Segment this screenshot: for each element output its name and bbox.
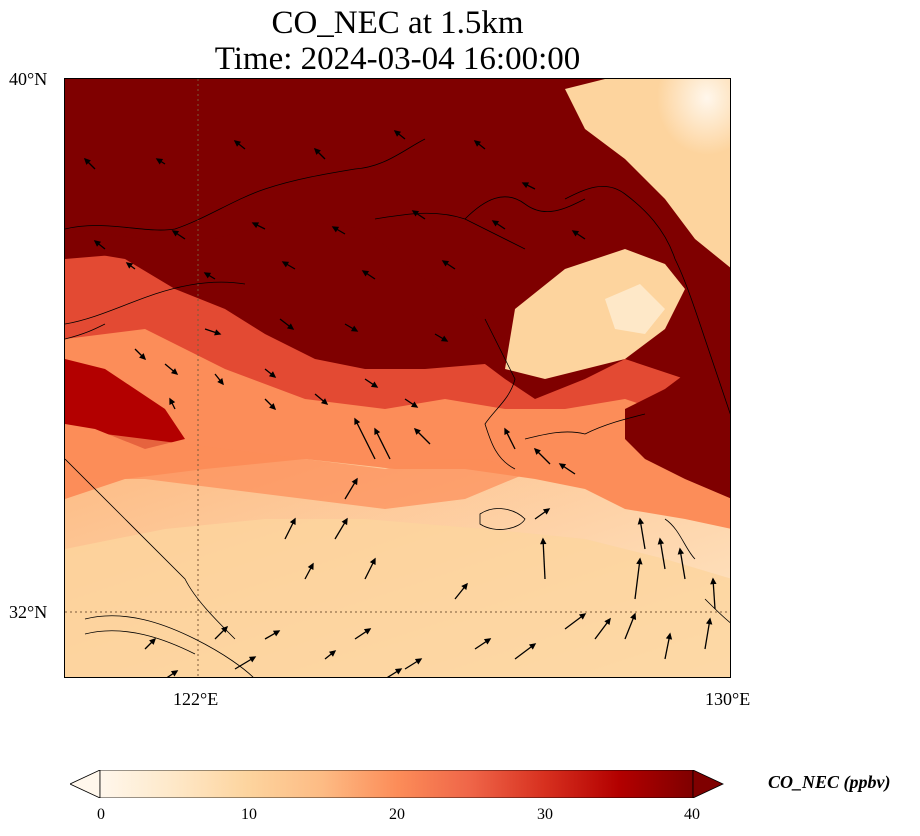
colorbar-tick-0: 0 (97, 806, 105, 823)
wind-arrow-head (440, 335, 449, 342)
wind-arrow-head (363, 628, 372, 635)
wind-arrow-head (328, 650, 337, 657)
wind-arrow-head (369, 557, 376, 566)
wind-arrow-head (170, 670, 179, 677)
colorbar-tick-10: 10 (241, 806, 257, 823)
wind-arrow-head (217, 377, 224, 386)
wind-arrow-head (441, 260, 450, 267)
wind-arrow-head (473, 140, 482, 147)
wind-arrow-head (637, 517, 645, 525)
wind-arrow-head (491, 220, 500, 227)
wind-arrow-head (289, 517, 296, 526)
wind-arrow-head (636, 557, 643, 565)
wind-arrow-head (203, 272, 212, 279)
wind-arrow-head (578, 613, 587, 620)
wind-arrow-head (413, 427, 421, 435)
wind-arrow-head (307, 562, 314, 571)
wind-arrow-head (542, 508, 551, 515)
wind-arrow-head (286, 323, 295, 330)
colorbar-tick-20: 20 (389, 806, 405, 823)
wind-arrow-head (350, 325, 359, 332)
wind-arrow-head (331, 226, 340, 233)
wind-arrow-head (483, 638, 492, 645)
wind-arrow-head (354, 417, 361, 426)
wind-arrow-head (171, 230, 180, 237)
title-line-2: Time: 2024-03-04 16:00:00 (214, 41, 581, 77)
wind-arrow-head (139, 353, 147, 361)
wind-arrow-head (169, 397, 176, 406)
wind-arrow-head (528, 643, 537, 650)
wind-arrow-head (393, 130, 402, 137)
colorbar-tick-40: 40 (684, 806, 700, 823)
concentration-field (65, 79, 730, 677)
wind-arrow-head (504, 427, 511, 436)
lat-label-32n: 32°N (9, 602, 48, 622)
lat-label-40n: 40°N (9, 69, 48, 89)
wind-vectors (83, 130, 717, 677)
wind-arrow-head (705, 617, 713, 625)
lon-label-130e: 130°E (705, 689, 751, 709)
wind-arrow-head (248, 656, 257, 663)
wind-arrow-head (411, 210, 420, 217)
title-line-1: CO_NEC at 1.5km (271, 5, 524, 41)
wind-arrow-head (83, 157, 91, 165)
west-high-plume (65, 359, 185, 449)
wind-arrow-head (272, 630, 281, 637)
wind-arrow-head (313, 147, 321, 155)
colorbar-max-extend (692, 770, 724, 798)
colorbar-gradient (99, 770, 694, 798)
wind-arrow-shaft (354, 418, 376, 460)
wind-arrow-head (677, 547, 685, 555)
wind-arrow-head (370, 381, 379, 388)
wind-arrow-head (214, 329, 222, 336)
colorbar-label: CO_NEC (ppbv) (768, 772, 891, 792)
wind-arrow-head (657, 537, 665, 545)
wind-arrow-head (394, 668, 403, 675)
wind-arrow-head (533, 447, 541, 455)
central-light-patch (505, 249, 685, 379)
colorbar (70, 770, 724, 798)
wind-arrow-head (320, 398, 329, 405)
colorbar-min-extend (70, 770, 101, 798)
east-high-area (625, 349, 730, 499)
wind-arrow-head (125, 262, 134, 269)
colorbar-tick-30: 30 (537, 806, 553, 823)
wind-arrow-head (251, 222, 260, 229)
wind-arrow-head (414, 658, 423, 665)
wind-arrow-head (351, 477, 358, 486)
wind-arrow-head (233, 140, 242, 147)
wind-arrow-head (558, 463, 567, 470)
wind-arrow-head (149, 637, 157, 645)
wind-arrow-head (665, 632, 673, 640)
lon-label-122e: 122°E (173, 689, 219, 709)
wind-arrow-head (93, 240, 102, 247)
wind-arrow-shaft (634, 558, 641, 600)
map-panel (64, 78, 731, 678)
wind-arrow-head (630, 612, 637, 620)
wind-arrow-shaft (542, 538, 546, 580)
wind-arrow-head (521, 182, 530, 189)
wind-arrow-head (221, 625, 229, 633)
wind-arrow-head (341, 517, 348, 526)
wind-arrow-head (170, 368, 179, 375)
wind-arrow-head (269, 403, 277, 411)
wind-arrow-head (540, 537, 547, 545)
wind-arrow-shaft (374, 428, 391, 460)
wind-arrow-head (361, 270, 370, 277)
wind-arrow-head (571, 230, 580, 237)
northeast-low-area (565, 79, 730, 268)
wind-arrow-head (281, 261, 290, 268)
wind-arrow-head (461, 582, 468, 591)
wind-arrow-head (410, 401, 419, 408)
wind-arrow-head (268, 371, 277, 378)
wind-arrow-head (155, 158, 164, 165)
wind-arrow-head (604, 617, 611, 626)
wind-arrow-head (710, 577, 717, 585)
coastlines (65, 138, 730, 677)
wind-arrow-head (374, 427, 381, 436)
